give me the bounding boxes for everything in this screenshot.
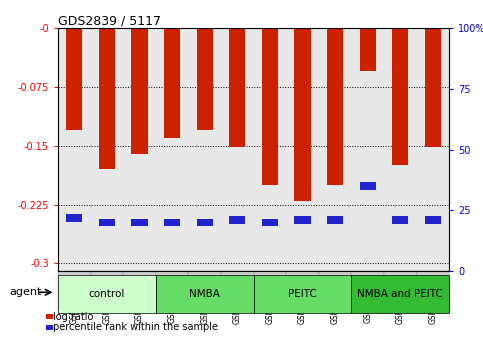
Bar xyxy=(131,28,148,154)
Text: percentile rank within the sample: percentile rank within the sample xyxy=(53,322,218,332)
Bar xyxy=(392,28,409,165)
FancyBboxPatch shape xyxy=(319,271,352,310)
Bar xyxy=(327,216,343,224)
Bar xyxy=(197,28,213,130)
Text: control: control xyxy=(89,289,125,299)
Bar xyxy=(294,28,311,201)
Bar xyxy=(359,28,376,72)
Bar xyxy=(66,214,83,222)
Bar xyxy=(99,28,115,169)
FancyBboxPatch shape xyxy=(384,271,417,310)
FancyBboxPatch shape xyxy=(352,271,384,310)
Bar xyxy=(262,219,278,227)
Bar xyxy=(197,219,213,227)
Bar xyxy=(99,219,115,227)
Bar xyxy=(327,28,343,185)
Bar xyxy=(294,216,311,224)
Bar xyxy=(425,28,441,147)
Text: agent: agent xyxy=(10,287,42,297)
Bar xyxy=(66,28,83,130)
Text: NMBA: NMBA xyxy=(189,289,220,299)
Text: log ratio: log ratio xyxy=(53,312,94,322)
Text: NMBA and PEITC: NMBA and PEITC xyxy=(357,289,443,299)
FancyBboxPatch shape xyxy=(58,275,156,313)
FancyBboxPatch shape xyxy=(254,275,352,313)
FancyBboxPatch shape xyxy=(221,271,254,310)
FancyBboxPatch shape xyxy=(91,271,123,310)
Bar xyxy=(164,219,180,227)
Bar xyxy=(425,216,441,224)
FancyBboxPatch shape xyxy=(254,271,286,310)
Bar xyxy=(359,182,376,190)
FancyBboxPatch shape xyxy=(352,275,449,313)
FancyBboxPatch shape xyxy=(286,271,319,310)
Bar xyxy=(164,28,180,138)
FancyBboxPatch shape xyxy=(123,271,156,310)
Text: GDS2839 / 5117: GDS2839 / 5117 xyxy=(58,14,161,27)
FancyBboxPatch shape xyxy=(417,271,449,310)
FancyBboxPatch shape xyxy=(188,271,221,310)
FancyBboxPatch shape xyxy=(156,275,254,313)
Text: PEITC: PEITC xyxy=(288,289,317,299)
FancyBboxPatch shape xyxy=(46,314,53,319)
Bar xyxy=(262,28,278,185)
Bar xyxy=(229,28,245,147)
FancyBboxPatch shape xyxy=(58,271,91,310)
FancyBboxPatch shape xyxy=(46,325,53,330)
FancyBboxPatch shape xyxy=(156,271,188,310)
Bar xyxy=(229,216,245,224)
Bar xyxy=(131,219,148,227)
Bar xyxy=(392,216,409,224)
